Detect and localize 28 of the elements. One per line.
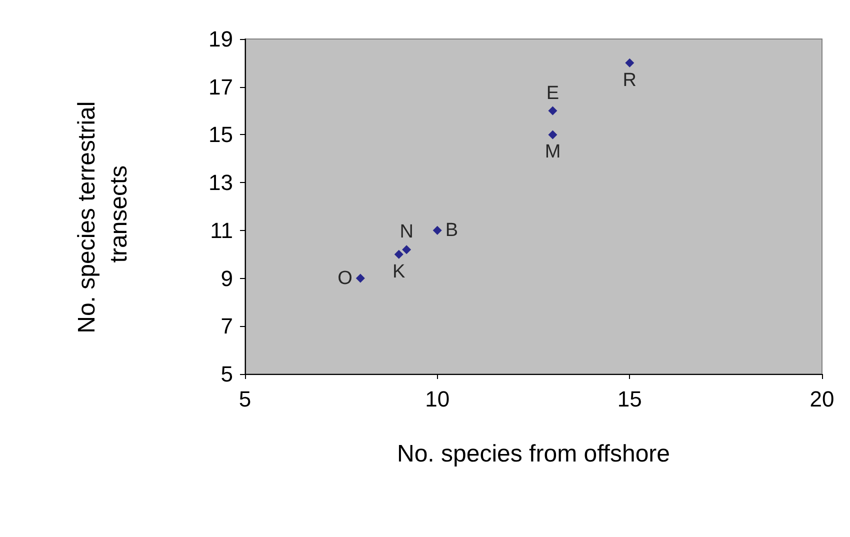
y-tick-label: 7 bbox=[220, 314, 233, 339]
point bbox=[432, 226, 442, 235]
point bbox=[625, 58, 634, 68]
point bbox=[394, 250, 404, 259]
y-tick-label: 9 bbox=[220, 266, 233, 291]
point bbox=[548, 106, 558, 116]
x-tick-label: 15 bbox=[617, 386, 642, 412]
y-tick-label: 13 bbox=[208, 170, 233, 196]
annotation: R bbox=[622, 70, 637, 91]
y-axis-title: No. species terrestrial transects bbox=[74, 94, 132, 334]
point bbox=[402, 245, 412, 254]
point bbox=[356, 274, 365, 283]
annotation: E bbox=[546, 82, 560, 104]
y-tick-label: 17 bbox=[208, 74, 233, 100]
annotation: N bbox=[400, 222, 414, 243]
x-tick-label: 5 bbox=[238, 386, 252, 412]
y-tick-label: 5 bbox=[220, 362, 233, 386]
y-tick-label: 15 bbox=[208, 122, 233, 148]
annotation: M bbox=[544, 142, 561, 163]
y-tick-label: 19 bbox=[208, 26, 233, 52]
x-tick-label: 10 bbox=[425, 386, 450, 412]
y-tick-label: 11 bbox=[210, 218, 233, 243]
x-tick-label: 20 bbox=[810, 386, 834, 412]
point bbox=[548, 130, 558, 140]
x-axis-title: No. species from offshore bbox=[396, 440, 670, 468]
annotation: B bbox=[445, 220, 458, 241]
annotation: K bbox=[392, 261, 406, 282]
annotation: O bbox=[338, 268, 352, 289]
